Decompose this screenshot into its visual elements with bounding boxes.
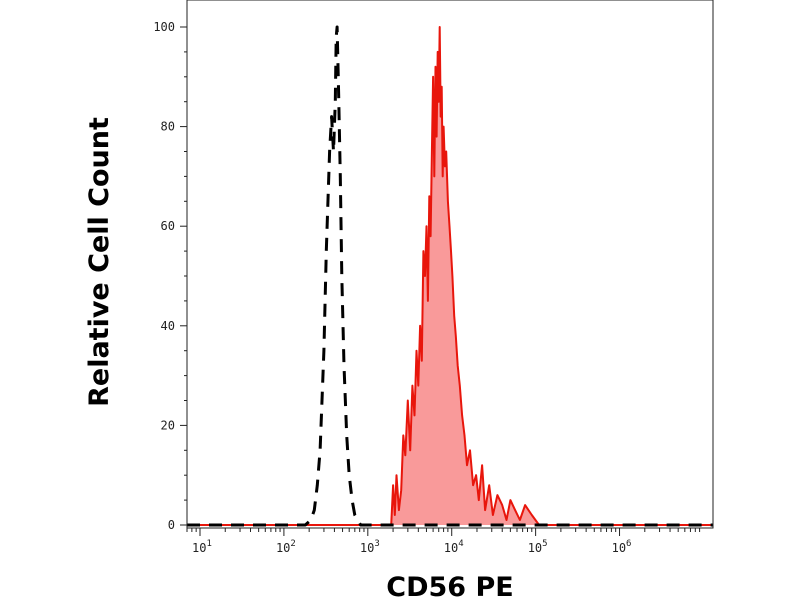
x-tick-label-2: 103 — [360, 539, 380, 555]
x-tick-label-1: 102 — [276, 539, 296, 555]
y-tick-label-0: 0 — [168, 518, 175, 532]
y-tick-label-60: 60 — [161, 219, 175, 233]
series-1-area — [187, 27, 713, 525]
y-tick-label-100: 100 — [153, 20, 175, 34]
series-1-line — [187, 26, 713, 526]
x-tick-label-4: 105 — [528, 539, 548, 555]
x-tick-label-0: 101 — [192, 539, 212, 555]
y-tick-label-80: 80 — [161, 120, 175, 134]
x-axis-title: CD56 PE — [386, 572, 513, 600]
y-tick-label-20: 20 — [161, 418, 175, 432]
y-tick-label-40: 40 — [161, 319, 175, 333]
axis-layer: 0 20 40 60 80 100 101 102 103 104 105 106 — [153, 20, 701, 555]
series-layer — [187, 25, 713, 527]
y-axis-title: Relative Cell Count — [84, 117, 115, 407]
series-0-line — [187, 25, 713, 527]
x-tick-label-5: 106 — [612, 539, 632, 555]
plot-frame — [186, 0, 714, 529]
x-tick-label-3: 104 — [444, 539, 464, 555]
